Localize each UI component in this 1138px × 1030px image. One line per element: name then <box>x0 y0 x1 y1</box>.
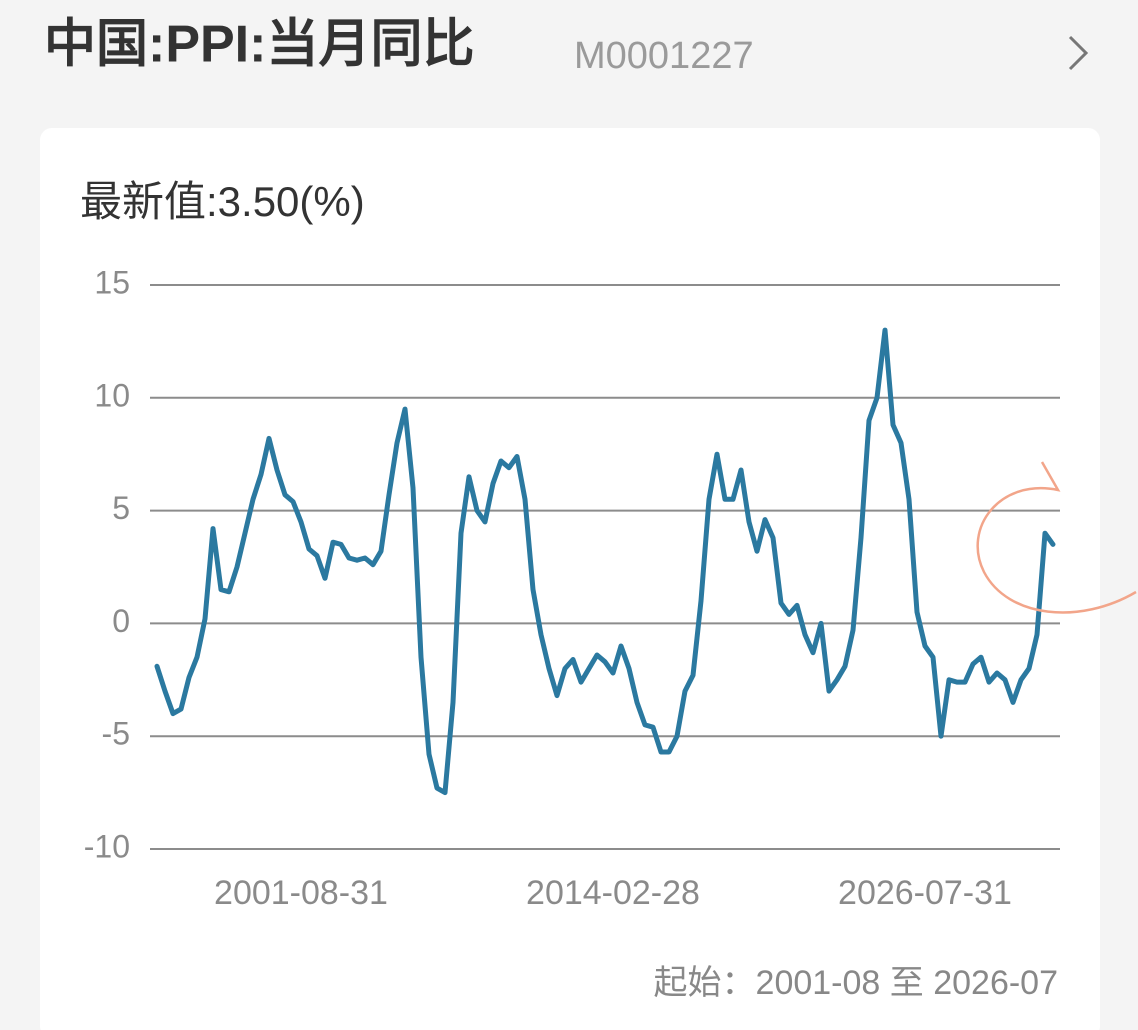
data-line <box>154 327 1056 796</box>
page-title: 中国:PPI:当月同比 <box>44 16 474 74</box>
indicator-code: M0001227 <box>574 35 754 77</box>
y-tick-label: -5 <box>102 716 130 752</box>
x-tick-label: 2001-08-31 <box>214 874 388 912</box>
plot: -10 -5 0 5 10 15 2001-08-31 2014-02-28 2026-07-3… <box>84 264 1060 912</box>
annotation-circle <box>976 461 1137 614</box>
x-tick-label: 2026-07-31 <box>838 874 1012 912</box>
y-tick-label: 0 <box>112 603 130 639</box>
y-tick-label: 5 <box>112 490 130 526</box>
y-tick-label: -10 <box>84 828 130 864</box>
chevron[interactable] <box>1068 35 1089 71</box>
y-tick-label: 15 <box>94 264 130 300</box>
card <box>40 128 1100 1030</box>
x-tick-label: 2014-02-28 <box>526 874 700 912</box>
range-footer: 起始：2001-08 至 2026-07 <box>654 964 1058 1002</box>
y-tick-label: 10 <box>94 377 130 413</box>
latest-value: 最新值:3.50(%) <box>80 178 365 225</box>
